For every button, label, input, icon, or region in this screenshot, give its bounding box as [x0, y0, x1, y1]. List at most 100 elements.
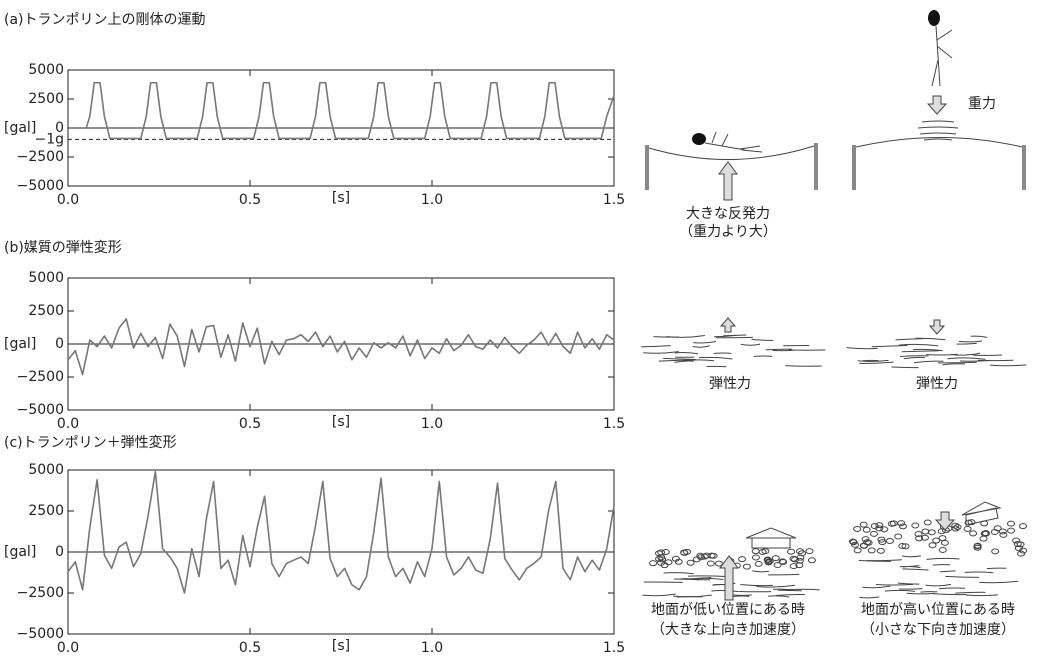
arrow-up: [719, 555, 739, 601]
stroke: [663, 572, 694, 575]
y-tick-label: −5000: [17, 178, 64, 194]
y-tick-label: 5000: [28, 270, 64, 286]
pebble: [991, 548, 1000, 555]
pebble: [901, 543, 910, 550]
pebble: [1007, 527, 1016, 534]
stroke: [942, 363, 965, 366]
stroke: [752, 570, 770, 573]
y-tick-label: 0: [55, 544, 64, 560]
stroke: [901, 555, 921, 558]
pebble: [657, 554, 666, 561]
pebble: [876, 547, 885, 554]
post: [814, 143, 818, 190]
pebble: [1012, 537, 1021, 544]
label: （大きな上向き加速度）: [651, 622, 805, 638]
head: [928, 10, 940, 26]
label: 重力: [968, 96, 996, 112]
stroke: [857, 359, 889, 362]
stroke: [694, 577, 712, 580]
pebble: [953, 524, 962, 531]
stroke: [884, 589, 916, 592]
pebble: [807, 557, 816, 564]
pebble: [751, 554, 760, 561]
pebble: [999, 531, 1008, 538]
stroke: [846, 347, 878, 350]
stroke: [756, 584, 795, 588]
stroke: [939, 570, 956, 573]
y-tick-label: 5000: [28, 462, 64, 478]
stroke: [775, 594, 805, 597]
stroke: [956, 342, 977, 345]
pebble: [867, 547, 876, 554]
arrow-up: [719, 317, 737, 333]
stroke: [740, 343, 761, 346]
pebble: [738, 556, 747, 563]
pebble: [849, 539, 858, 546]
pebble: [1014, 545, 1023, 552]
post: [1022, 145, 1026, 190]
stroke: [970, 335, 988, 338]
stroke: [902, 568, 929, 571]
pebble: [1018, 523, 1027, 530]
pebble: [754, 560, 763, 567]
pebble: [649, 560, 658, 567]
pebble: [764, 559, 773, 566]
x-axis-label: [s]: [332, 414, 350, 430]
pebble: [938, 535, 947, 542]
pebble: [898, 543, 907, 550]
stroke: [777, 589, 802, 592]
stroke: [965, 594, 998, 597]
pebble: [894, 533, 903, 540]
pebble: [875, 522, 884, 529]
data-line: [67, 470, 615, 594]
data-line: [67, 318, 615, 376]
stroke: [901, 350, 939, 353]
stroke: [866, 559, 903, 562]
pebble: [898, 523, 907, 530]
stroke: [740, 583, 773, 587]
pebble: [940, 539, 949, 546]
pebble: [779, 558, 788, 565]
x-tick-label: 1.5: [603, 416, 625, 432]
pebble: [787, 548, 796, 555]
pebble: [795, 562, 804, 569]
stroke: [958, 340, 983, 343]
reference-label: −1g: [34, 131, 64, 147]
arrow-down: [934, 511, 956, 531]
y-axis-label: [gal]: [4, 544, 36, 560]
stroke: [699, 356, 733, 360]
pebble: [778, 558, 787, 565]
stroke: [926, 557, 960, 560]
pebble: [923, 519, 932, 526]
x-tick-label: 0.5: [239, 640, 261, 656]
x-tick-label: 1.0: [421, 640, 443, 656]
stroke: [785, 365, 822, 367]
illustration-c: 地面が低い位置にある時 （大きな上向き加速度） 地面が高い位置にある時 （小さな…: [642, 501, 1028, 638]
y-tick-label: −2500: [17, 149, 64, 165]
pebble: [1006, 520, 1015, 527]
label: 地面が低い位置にある時: [651, 602, 805, 618]
x-tick-label: 0.0: [57, 640, 79, 656]
x-tick-label: 1.0: [421, 416, 443, 432]
pebble: [920, 534, 929, 541]
stroke: [899, 565, 920, 568]
pebble: [661, 549, 670, 556]
pebble: [911, 522, 920, 529]
stroke: [768, 595, 790, 598]
pebble: [714, 560, 723, 567]
stroke: [767, 573, 800, 576]
medium: [641, 334, 1027, 369]
y-tick-label: 2500: [28, 303, 64, 319]
stroke: [730, 594, 752, 596]
post: [645, 145, 649, 190]
stroke: [765, 348, 792, 351]
label: （小さな下向き加速度）: [861, 622, 1015, 638]
stroke: [672, 594, 712, 598]
pebble: [885, 537, 894, 544]
trampoline: [648, 145, 815, 160]
stroke: [674, 352, 699, 355]
pebble: [761, 548, 770, 555]
stroke: [979, 580, 1019, 584]
pebble: [805, 548, 814, 555]
